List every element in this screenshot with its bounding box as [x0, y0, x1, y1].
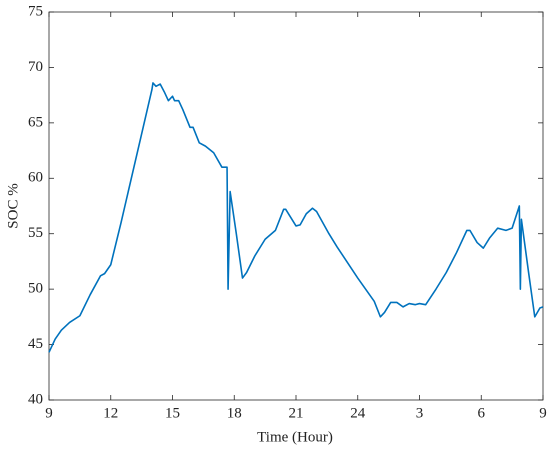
x-tick-label: 15	[165, 405, 180, 421]
x-tick-label: 21	[289, 405, 304, 421]
y-tick-label: 60	[28, 170, 43, 186]
y-tick-label: 55	[28, 225, 43, 241]
x-tick-label: 6	[478, 405, 486, 421]
x-tick-label: 9	[45, 405, 53, 421]
x-tick-label: 9	[539, 405, 547, 421]
y-tick-label: 75	[28, 3, 43, 19]
y-axis-label: SOC %	[5, 183, 21, 228]
y-tick-label: 50	[28, 281, 43, 297]
y-tick-label: 45	[28, 336, 43, 352]
x-tick-label: 18	[227, 405, 242, 421]
y-tick-label: 70	[28, 59, 43, 75]
plot-frame	[48, 11, 544, 401]
y-tick-label: 65	[28, 114, 43, 130]
x-tick-label: 12	[103, 405, 118, 421]
x-axis-label: Time (Hour)	[257, 429, 333, 445]
x-tick-label: 24	[350, 405, 366, 421]
x-tick-label: 3	[416, 405, 424, 421]
data-line	[48, 82, 544, 353]
y-tick-label: 40	[28, 391, 43, 407]
